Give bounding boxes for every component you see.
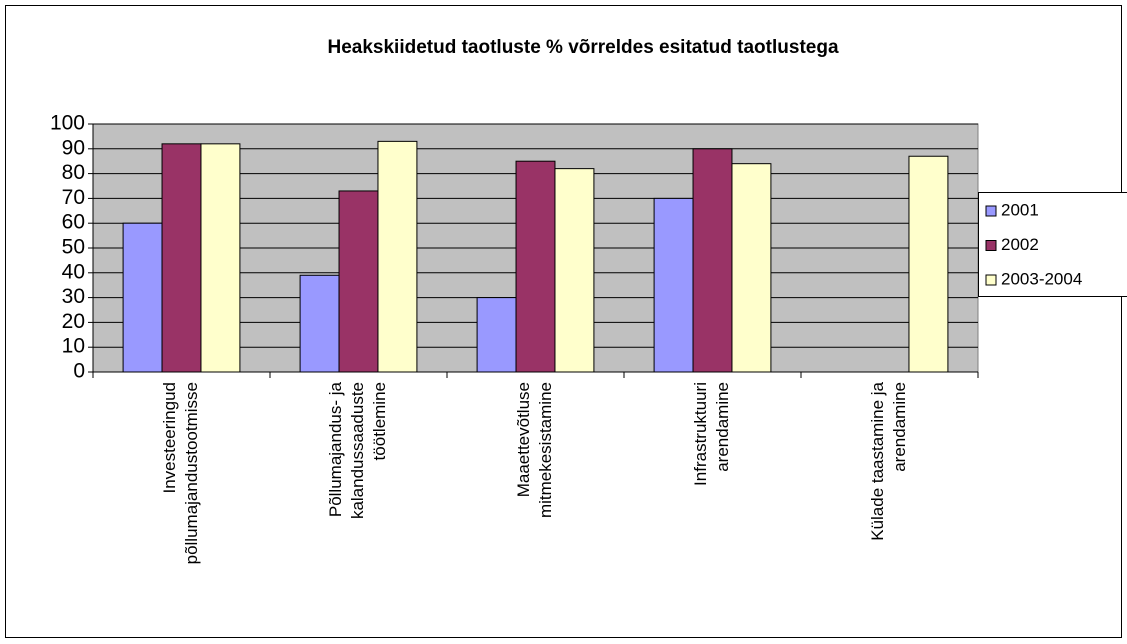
bar bbox=[122, 222, 163, 373]
y-tick-label: 0 bbox=[73, 360, 85, 383]
x-tick-label: Infrastruktuuri bbox=[691, 382, 710, 486]
x-tick-label: Investeeringud bbox=[160, 382, 179, 494]
legend-label: 2001 bbox=[1001, 200, 1039, 219]
y-tick-label: 50 bbox=[62, 236, 85, 259]
bar bbox=[692, 148, 733, 373]
bar bbox=[515, 160, 556, 373]
x-tick-label: kalandussaaduste bbox=[348, 382, 367, 519]
bar bbox=[653, 197, 694, 373]
x-tick-label: Põllumajandus- ja bbox=[326, 381, 345, 517]
legend-swatch bbox=[985, 240, 997, 251]
bar bbox=[161, 143, 202, 373]
y-tick-label: 80 bbox=[62, 161, 85, 184]
bar bbox=[200, 143, 241, 373]
x-tick-label: Külade taastamine ja bbox=[868, 381, 887, 540]
x-tick-label: arendamine bbox=[713, 382, 732, 472]
legend-swatch bbox=[985, 274, 997, 286]
x-tick-label: arendamine bbox=[890, 382, 909, 472]
x-tick-label: mitmekesistamine bbox=[536, 382, 555, 518]
y-tick-label: 70 bbox=[62, 186, 85, 209]
x-tick-label: põllumajandustootmisse bbox=[182, 382, 201, 564]
bar bbox=[377, 140, 418, 373]
x-tick-label: Maaettevõtluse bbox=[514, 382, 533, 497]
bar bbox=[338, 190, 379, 373]
legend-label: 2002 bbox=[1001, 235, 1039, 254]
bar bbox=[731, 163, 772, 373]
y-tick-label: 10 bbox=[62, 335, 85, 358]
y-tick-label: 90 bbox=[62, 136, 85, 159]
bar bbox=[554, 168, 595, 373]
y-tick-label: 40 bbox=[62, 260, 85, 283]
legend-swatch bbox=[985, 205, 997, 217]
bar bbox=[476, 297, 517, 373]
bar bbox=[299, 274, 340, 373]
bar bbox=[908, 155, 949, 373]
x-tick-label: töötlemine bbox=[370, 382, 389, 460]
legend-label: 2003-2004 bbox=[1001, 269, 1082, 288]
chart-title: Heakskiidetud taotluste % võrreldes esit… bbox=[327, 37, 838, 58]
legend-box bbox=[978, 192, 1127, 297]
y-tick-label: 100 bbox=[50, 112, 85, 135]
y-tick-label: 60 bbox=[62, 211, 85, 234]
y-tick-label: 30 bbox=[62, 285, 85, 308]
y-tick-label: 20 bbox=[62, 310, 85, 333]
